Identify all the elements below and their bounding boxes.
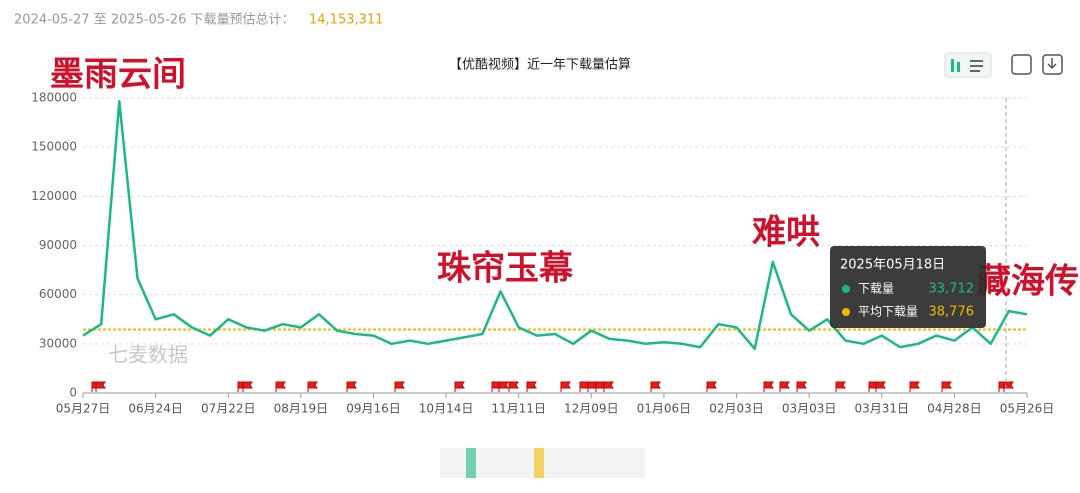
x-tick-label: 02月03日 <box>709 402 764 416</box>
scroll-handle <box>534 448 544 478</box>
x-tick-label: 06月24日 <box>128 402 183 416</box>
event-flag <box>796 381 807 392</box>
chart-title: 【优酷视频】近一年下载量估算 <box>449 58 631 73</box>
event-flag <box>95 381 106 392</box>
x-tick-label: 08月19日 <box>274 402 329 416</box>
event-flag <box>706 381 717 392</box>
series-line <box>82 100 1028 351</box>
x-tick-label: 05月27日 <box>56 402 111 416</box>
y-tick-label: 90000 <box>39 238 77 252</box>
event-flag <box>526 381 537 392</box>
icon <box>970 70 980 72</box>
x-tick-label: 03月03日 <box>782 402 837 416</box>
event-flag <box>909 381 920 392</box>
x-tick-label: 11月11日 <box>491 402 546 416</box>
event-flag <box>394 381 405 392</box>
event-flag <box>603 381 614 392</box>
y-tick-label: 180000 <box>31 91 77 105</box>
annotation: 难哄 <box>752 213 820 253</box>
y-tick-label: 60000 <box>39 287 77 301</box>
event-flag <box>275 381 286 392</box>
image-button[interactable] <box>1011 54 1032 75</box>
event-flag <box>346 381 357 392</box>
y-tick-label: 0 <box>69 386 77 400</box>
x-tick-label: 12月09日 <box>564 402 619 416</box>
plot: 0 30000 60000 90000 120000 150000 180000 05月27日… <box>31 55 1079 416</box>
scroll-handle <box>466 448 476 478</box>
event-flag <box>242 381 253 392</box>
tooltip-name: 平均下载量 <box>858 305 918 319</box>
tooltip-value: 38,776 <box>929 305 975 320</box>
download-button[interactable] <box>1042 54 1063 75</box>
icon <box>970 60 983 62</box>
x-tick-label: 09月16日 <box>346 402 401 416</box>
annotation: 藏海传 <box>977 262 1079 302</box>
annotation: 墨雨云间 <box>50 55 186 95</box>
event-flag <box>650 381 661 392</box>
x-tick-label: 01月06日 <box>637 402 692 416</box>
range-text: 2024-05-27 至 2025-05-26 下载量预估总计： <box>14 13 295 28</box>
x-tick-label: 05月26日 <box>1000 402 1055 416</box>
y-tick-label: 30000 <box>39 336 77 350</box>
toolbar[interactable] <box>944 52 1063 78</box>
event-flag <box>560 381 571 392</box>
event-flag <box>1003 381 1014 392</box>
x-tick-label: 03月31日 <box>854 402 909 416</box>
event-flag <box>779 381 790 392</box>
event-flag <box>508 381 519 392</box>
event-flag <box>763 381 774 392</box>
tooltip-name: 下载量 <box>858 282 894 296</box>
icon <box>951 59 954 72</box>
event-flag <box>875 381 886 392</box>
legend-scroll <box>440 448 645 478</box>
tooltip-date: 2025年05月18日 <box>840 258 945 273</box>
event-flag <box>941 381 952 392</box>
icon <box>1047 58 1057 70</box>
event-flag <box>498 381 509 392</box>
total: 14,153,311 <box>309 13 383 28</box>
y-tick-label: 120000 <box>31 189 77 203</box>
tooltip-box <box>830 246 986 328</box>
icon <box>970 65 983 67</box>
tooltip-swatch <box>842 308 850 316</box>
y-tick-label: 150000 <box>31 140 77 154</box>
event-flag <box>307 381 318 392</box>
x-tick-label: 10月14日 <box>419 402 474 416</box>
tooltip-swatch <box>842 285 850 293</box>
event-flag <box>835 381 846 392</box>
x-tick-label: 07月22日 <box>201 402 256 416</box>
event-flag <box>454 381 465 392</box>
watermark: 七麦数据 <box>108 343 188 367</box>
annotation: 珠帘玉幕 <box>437 249 574 289</box>
tooltip-value: 33,712 <box>929 282 975 297</box>
x-tick-label: 04月28日 <box>927 402 982 416</box>
icon <box>957 62 960 72</box>
